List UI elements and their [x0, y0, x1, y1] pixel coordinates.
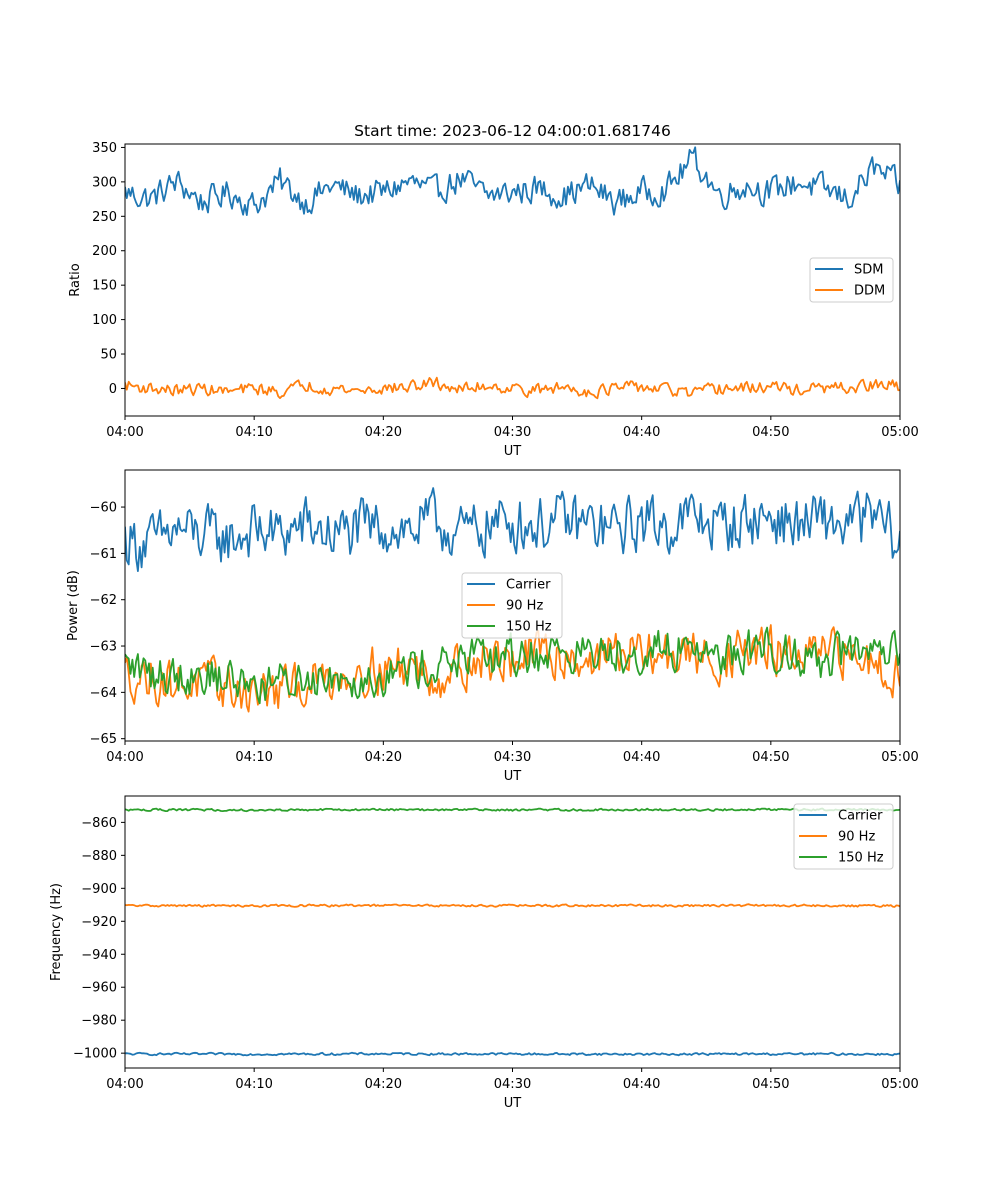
- x-tick-label: 04:00: [106, 425, 143, 440]
- y-tick-label: 0: [109, 382, 117, 397]
- x-tick-label: 05:00: [881, 750, 918, 765]
- y-tick-label: 100: [92, 313, 117, 328]
- y-tick-label: −960: [81, 981, 117, 996]
- plot-area: [125, 146, 900, 400]
- x-axis-label: UT: [504, 444, 522, 459]
- legend: SDM DDM: [809, 257, 894, 303]
- x-tick-label: 04:20: [365, 750, 402, 765]
- x-tick-label: 04:50: [752, 1077, 789, 1092]
- charts: 04:00 04:10 04:20 04:30 04:40 04:50 05:00 0 50 10…: [49, 141, 919, 1111]
- x-tick-label: 04:10: [235, 1077, 272, 1092]
- x-tick-label: 04:40: [623, 750, 660, 765]
- y-tick-label: −940: [81, 948, 117, 963]
- legend-box: [793, 803, 894, 870]
- y-tick-label: −61: [90, 547, 117, 562]
- y-axis-label: Frequency (Hz): [49, 883, 64, 981]
- x-tick-label: 04:50: [752, 425, 789, 440]
- x-tick-label: 05:00: [881, 1077, 918, 1092]
- y-tick-label: 200: [92, 244, 117, 259]
- x-axis-label: UT: [504, 1096, 522, 1111]
- legend: Carrier 90 Hz 150 Hz: [793, 803, 894, 870]
- y-axis-label: Ratio: [68, 263, 83, 296]
- y-tick-label: −1000: [73, 1047, 117, 1062]
- y-tick-label: −60: [90, 501, 117, 516]
- chart-panel-2: 04:00 04:10 04:20 04:30 04:40 04:50 05:00 −65 −6…: [66, 469, 919, 784]
- y-tick-label: −65: [90, 732, 117, 747]
- x-axis-label: UT: [504, 769, 522, 784]
- legend-box: [461, 572, 563, 639]
- x-tick-label: 04:40: [623, 1077, 660, 1092]
- y-tick-label: −880: [81, 849, 117, 864]
- series-line-150-hz: [125, 807, 900, 813]
- y-tick-label: −64: [90, 686, 117, 701]
- legend-label: 90 Hz: [506, 599, 543, 614]
- y-tick-label: −920: [81, 915, 117, 930]
- y-tick-label: −980: [81, 1014, 117, 1029]
- y-tick-label: −62: [90, 593, 117, 608]
- y-tick-label: −860: [81, 816, 117, 831]
- y-tick-label: −63: [90, 640, 117, 655]
- y-tick-label: 300: [92, 175, 117, 190]
- series-line-carrier: [125, 487, 900, 572]
- series-line-carrier: [125, 1051, 900, 1057]
- x-tick-label: 04:30: [494, 425, 531, 440]
- legend-label: 90 Hz: [838, 830, 875, 845]
- y-tick-label: 250: [92, 210, 117, 225]
- legend-label: Carrier: [506, 578, 551, 593]
- y-tick-label: 50: [100, 348, 117, 363]
- x-tick-label: 04:10: [235, 425, 272, 440]
- x-tick-label: 04:50: [752, 750, 789, 765]
- x-tick-label: 04:00: [106, 1077, 143, 1092]
- x-tick-label: 05:00: [881, 425, 918, 440]
- legend-label: SDM: [854, 263, 883, 278]
- legend-label: 150 Hz: [506, 620, 552, 635]
- x-tick-label: 04:20: [365, 425, 402, 440]
- x-tick-label: 04:40: [623, 425, 660, 440]
- y-axis-label: Power (dB): [66, 570, 81, 641]
- x-tick-label: 04:10: [235, 750, 272, 765]
- x-tick-label: 04:30: [494, 1077, 531, 1092]
- x-tick-label: 04:20: [365, 1077, 402, 1092]
- series-line-ddm: [125, 376, 900, 400]
- chart-panel-3: 04:00 04:10 04:20 04:30 04:40 04:50 05:00 −1000…: [49, 795, 919, 1111]
- legend-label: 150 Hz: [838, 851, 884, 866]
- series-line-150-hz: [125, 626, 900, 705]
- y-tick-label: 350: [92, 141, 117, 156]
- x-tick-label: 04:30: [494, 750, 531, 765]
- series-line-90-hz: [125, 903, 900, 908]
- series-line-sdm: [125, 146, 900, 217]
- x-tick-label: 04:00: [106, 750, 143, 765]
- chart-panel-1: 04:00 04:10 04:20 04:30 04:40 04:50 05:00 0 50 10…: [68, 141, 919, 459]
- figure-title: Start time: 2023-06-12 04:00:01.681746: [354, 122, 671, 140]
- legend-label: Carrier: [838, 809, 883, 824]
- legend: Carrier 90 Hz 150 Hz: [461, 572, 563, 639]
- plot-area: [125, 487, 900, 713]
- y-tick-label: −900: [81, 882, 117, 897]
- y-tick-label: 150: [92, 279, 117, 294]
- plot-area: [125, 807, 900, 1057]
- legend-label: DDM: [854, 284, 885, 299]
